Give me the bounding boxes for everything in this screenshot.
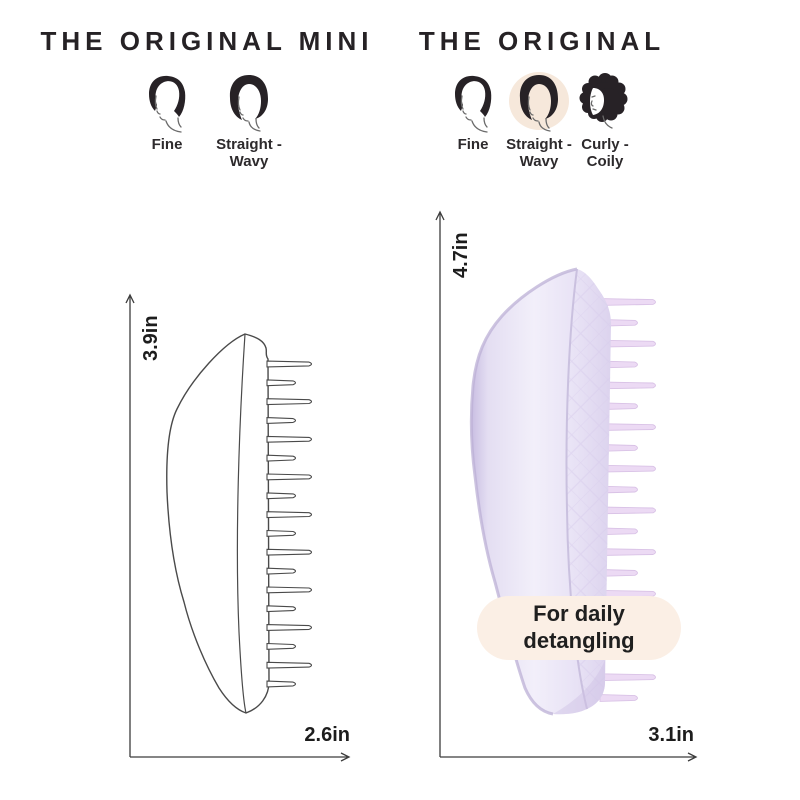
original-hair-type-straight-wavy: Straight - Wavy [506, 72, 572, 171]
original-width-label: 3.1in [648, 724, 694, 746]
mini-hair-type-straight-wavy: Straight - Wavy [208, 72, 290, 171]
fine-hair-icon [455, 75, 492, 133]
original-height-label: 4.7in [450, 232, 472, 278]
mini-height-label: 3.9in [140, 315, 162, 361]
mini-width-label: 2.6in [304, 724, 350, 746]
hair-type-label: Fine [457, 136, 489, 153]
mini-dimension-arrows [125, 293, 351, 762]
mini-hair-type-row: Fine Straight - Wavy [126, 72, 290, 171]
curly-coily-hair-icon [579, 73, 628, 129]
straight-wavy-hair-icon [519, 75, 558, 132]
fine-hair-icon [149, 75, 186, 133]
hair-type-label: Fine [151, 136, 183, 153]
original-hair-type-row: Fine Straight - Wavy [440, 72, 638, 171]
mini-product-title: THE ORIGINAL MINI [40, 26, 374, 56]
hair-type-label: Straight - Wavy [216, 136, 282, 171]
straight-wavy-hair-icon [229, 75, 268, 132]
mini-brush-drawing [166, 333, 313, 714]
original-hair-type-fine: Fine [440, 72, 506, 171]
mini-hair-type-fine: Fine [126, 72, 208, 171]
hair-type-label: Curly - Coily [581, 136, 629, 171]
original-hair-type-curly-coily: Curly - Coily [572, 72, 638, 171]
original-product-title: THE ORIGINAL [418, 26, 666, 56]
badge-for-daily-detangling: For daily detangling [477, 596, 681, 660]
hair-type-label: Straight - Wavy [506, 136, 572, 171]
original-dimension-arrows [435, 210, 698, 762]
